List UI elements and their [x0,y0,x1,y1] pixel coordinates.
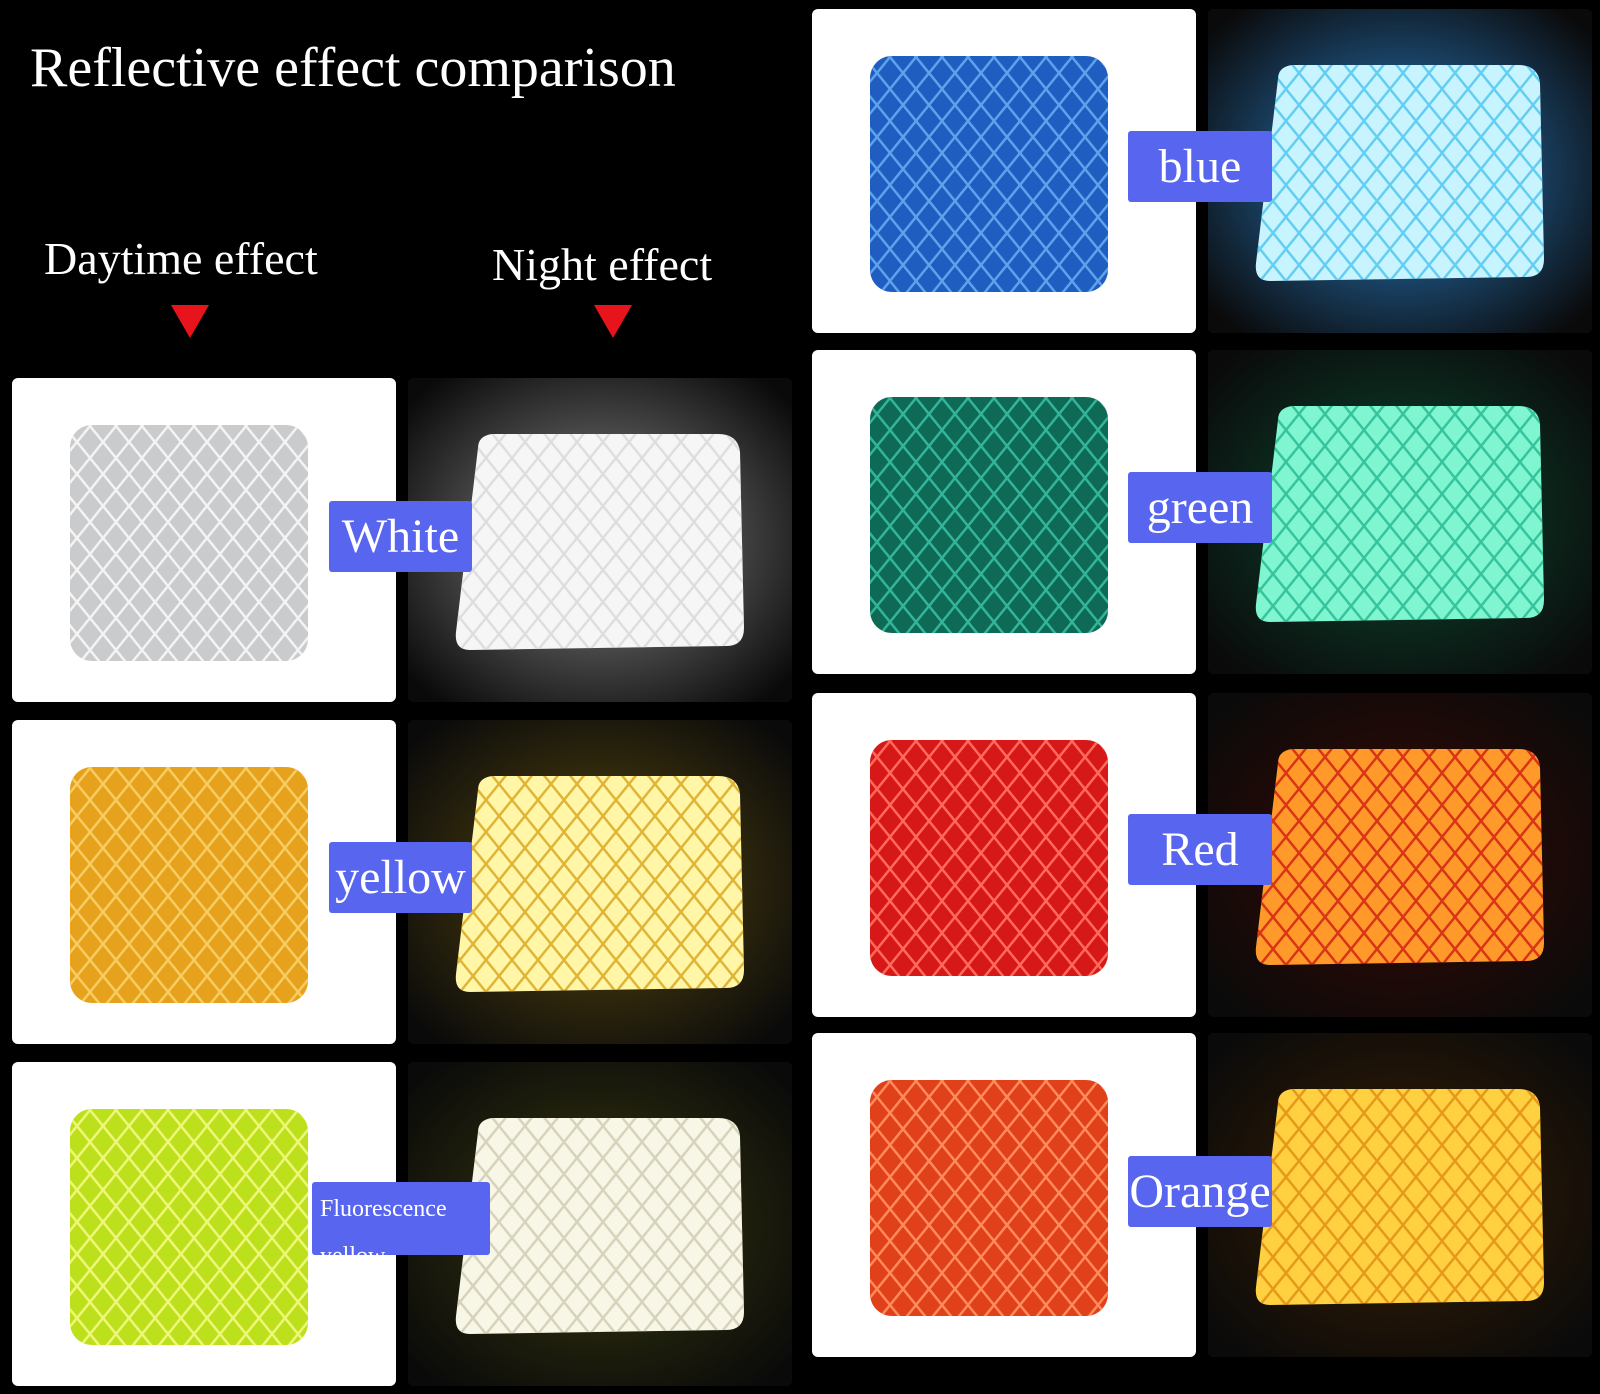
color-label: blue [1128,131,1272,202]
color-label: Red [1128,814,1272,885]
day-mesh [870,397,1108,633]
day-panel-art [870,1080,1108,1316]
night-mesh [455,776,744,992]
day-arrow [171,305,209,338]
color-label: green [1128,472,1272,543]
night-mesh [1255,65,1544,281]
night-panel [408,720,792,1044]
night-panel [408,378,792,702]
day-header: Daytime effect [44,233,318,284]
day-mesh [70,1109,308,1345]
day-mesh [70,425,308,661]
night-panel [1208,9,1592,333]
night-arrow [594,305,632,338]
color-label: yellow [329,842,472,913]
night-mesh [1255,1089,1544,1305]
day-mesh [70,767,308,1003]
night-panel [1208,693,1592,1017]
day-mesh [870,740,1108,976]
night-mesh [455,434,744,650]
night-panel-art [1208,9,1592,333]
night-panel-art [1208,693,1592,1017]
day-panel [812,350,1196,674]
title: Reflective effect comparison [30,37,676,99]
day-panel-art [70,1109,308,1345]
day-panel-art [70,767,308,1003]
color-label: White [329,501,472,572]
night-panel-art [408,720,792,1044]
day-mesh [870,56,1108,292]
night-mesh [1255,406,1544,622]
day-panel-art [870,397,1108,633]
night-mesh [1255,749,1544,965]
night-panel-art [408,378,792,702]
arrows [171,305,632,338]
night-panel-art [1208,1033,1592,1357]
night-mesh [455,1118,744,1334]
day-panel-art [870,56,1108,292]
night-header: Night effect [492,239,713,290]
night-panel [1208,350,1592,674]
color-label: Orange [1128,1156,1272,1227]
day-mesh [870,1080,1108,1316]
day-panel-art [70,425,308,661]
night-panel [1208,1033,1592,1357]
day-panel [12,720,396,1044]
night-panel-art [1208,350,1592,674]
day-panel-art [870,740,1108,976]
color-label: Fluorescence yellow [312,1182,490,1269]
